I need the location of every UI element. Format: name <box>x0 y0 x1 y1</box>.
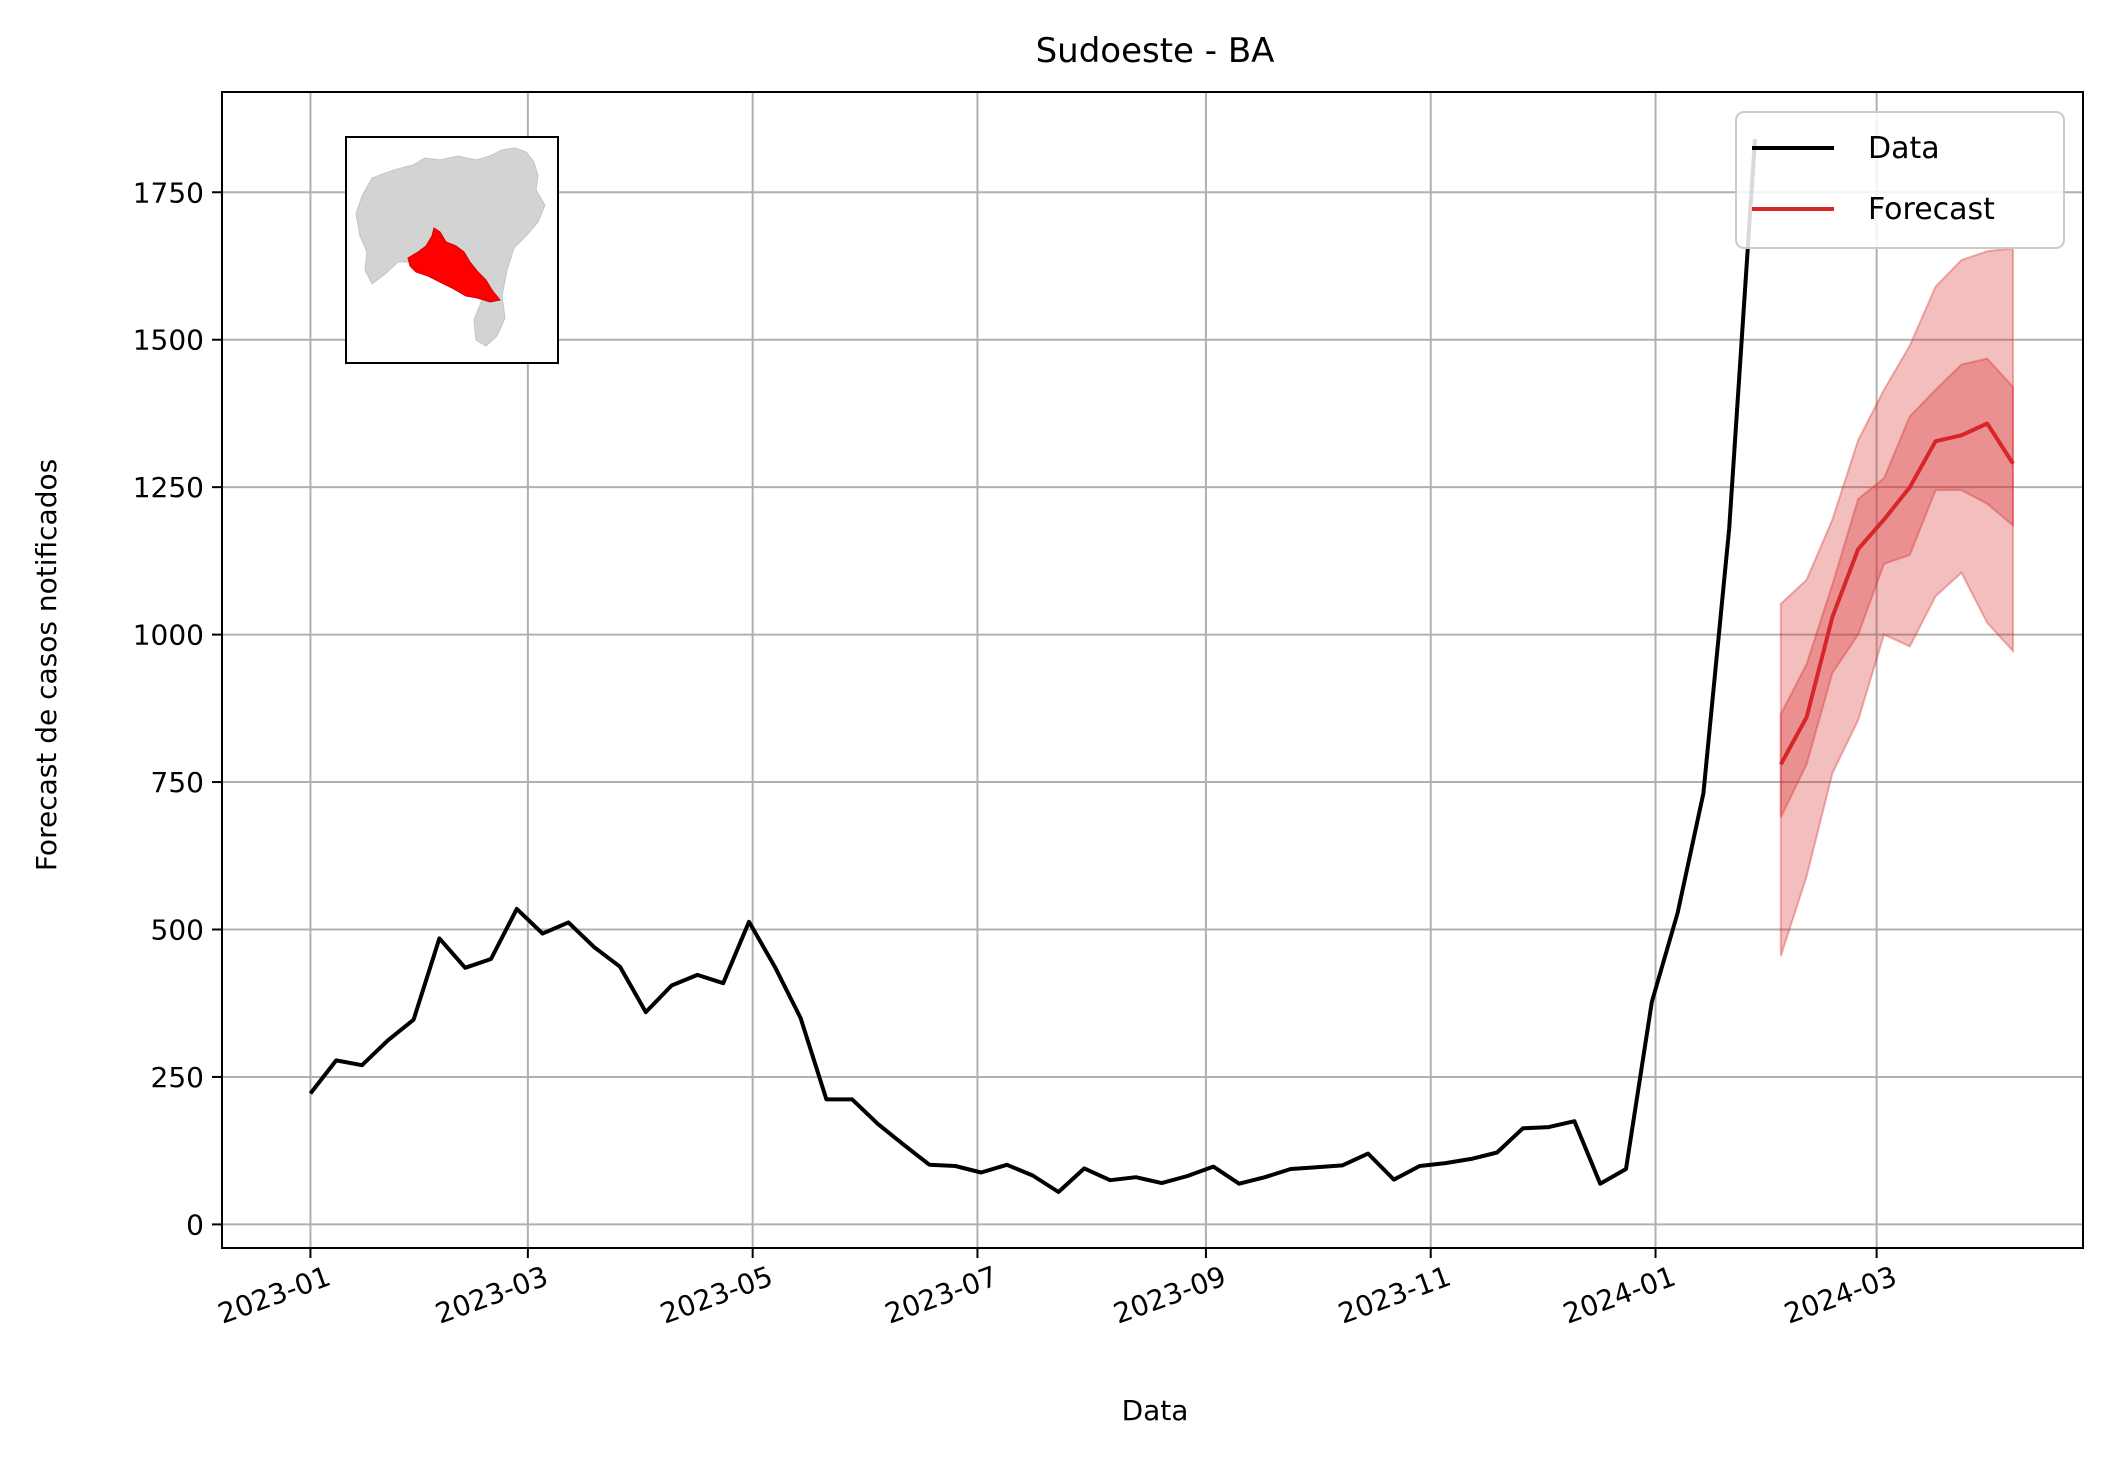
forecast-bands <box>1779 247 2014 957</box>
y-tick-label: 0 <box>186 1208 204 1241</box>
legend-data-label: Data <box>1868 131 1940 166</box>
region-highlight <box>407 227 501 303</box>
forecast-outer-band <box>1779 247 2014 957</box>
y-axis-title: Forecast de casos notificados <box>30 459 63 871</box>
y-tick-label: 500 <box>151 914 204 947</box>
y-tick-label: 1000 <box>133 619 204 652</box>
series-lines <box>308 139 2015 1194</box>
chart-title: Sudoeste - BA <box>1036 31 1275 71</box>
y-tick-label: 1250 <box>133 471 204 504</box>
y-tick-label: 250 <box>151 1061 204 1094</box>
inset-locator-map <box>345 136 559 364</box>
y-tick-label: 1500 <box>133 324 204 357</box>
legend-forecast-label: Forecast <box>1868 192 1995 227</box>
data-series-line <box>308 139 1757 1194</box>
y-tick-label: 1750 <box>133 176 204 209</box>
legend: Data Forecast <box>1735 111 2065 249</box>
x-axis-title: Data <box>1122 1394 1189 1427</box>
plot-frame <box>221 91 2084 1249</box>
y-tick-label: 750 <box>151 766 204 799</box>
forecast-series-line <box>1779 421 2015 766</box>
forecast-inner-band <box>1779 357 2014 818</box>
